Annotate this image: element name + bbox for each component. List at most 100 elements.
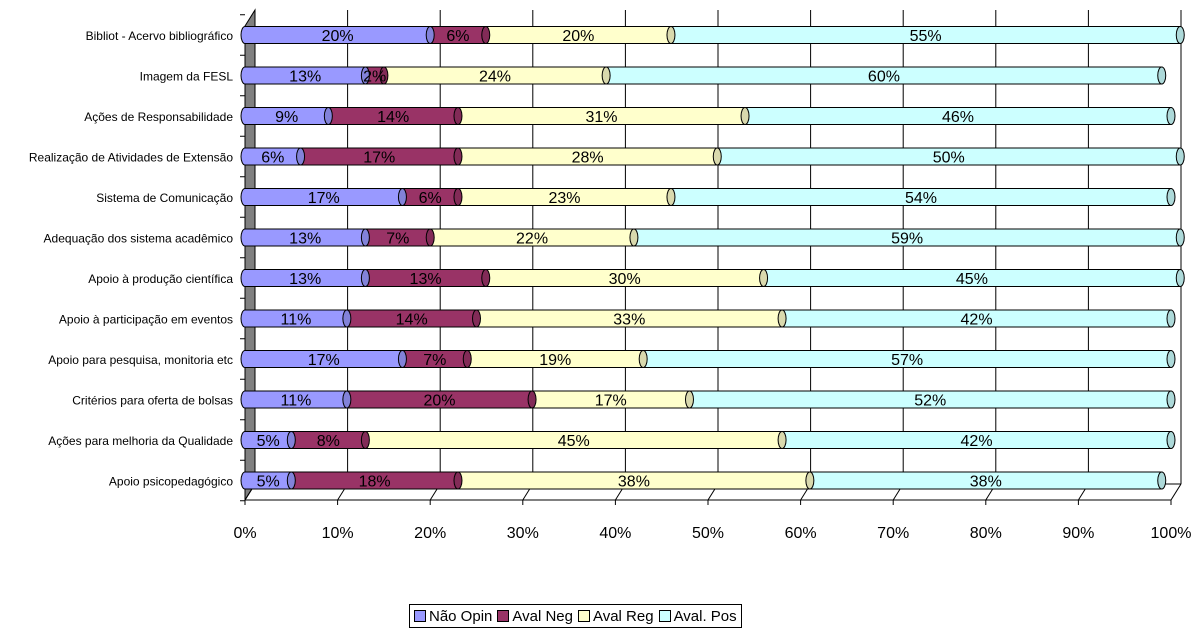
data-label-nao-opin-criterios-para-oferta-de-bolsas: 11% — [281, 393, 312, 410]
bar-nao-opin-apoio-para-pesquisa-monitoria-etc — [240, 350, 403, 368]
category-label-imagem-da-fesl: Imagem da FESL — [140, 70, 234, 84]
legend-label-nao-opin: Não Opin — [429, 607, 493, 625]
bar-cap-aval-neg-criterios-para-oferta-de-bolsas — [527, 390, 537, 409]
bar-cap-aval-pos-adequacao-dos-sistema-academico — [1175, 228, 1185, 247]
data-label-nao-opin-apoio-para-pesquisa-monitoria-etc: 17% — [308, 352, 340, 369]
x-tick-label: 60% — [785, 525, 817, 542]
legend-swatch-nao-opin — [414, 610, 426, 622]
legend-label-aval-neg: Aval Neg — [512, 607, 573, 625]
bar-cap-nao-opin-bibliot-acervo-bibliografico — [425, 26, 435, 44]
legend-swatch-aval-neg — [497, 610, 510, 622]
data-label-aval-reg-apoio-a-participacao-em-eventos: 33% — [613, 312, 645, 329]
category-label-apoio-a-participacao-em-eventos: Apoio à participação em eventos — [59, 313, 233, 327]
bar-cap-aval-neg-acoes-para-melhoria-da-qualidade — [360, 431, 370, 449]
bar-row-realizacao-de-atividades-de-extensao — [240, 147, 1185, 166]
bar-row-apoio-psicopedagogico — [240, 471, 1167, 490]
x-tick-label: 50% — [692, 525, 724, 542]
bar-cap-aval-neg-acoes-de-responsabilidade — [453, 107, 463, 125]
bar-cap-nao-opin-apoio-a-producao-cientifica — [360, 269, 370, 287]
data-label-aval-neg-criterios-para-oferta-de-bolsas: 20% — [423, 393, 455, 410]
data-label-nao-opin-sistema-de-comunicacao: 17% — [308, 190, 340, 207]
bar-nao-opin-adequacao-dos-sistema-academico — [240, 228, 366, 247]
data-label-aval-neg-acoes-para-melhoria-da-qualidade: 8% — [317, 433, 340, 450]
x-tick-labels: 0% 10% 20% 30% 40% 50% 60% 70% 80% 90% 100% — [233, 525, 1191, 542]
x-tick-label: 90% — [1062, 525, 1094, 542]
bar-cap-aval-pos-apoio-a-producao-cientifica — [1175, 269, 1185, 287]
bar-cap-nao-opin-acoes-para-melhoria-da-qualidade — [286, 431, 296, 449]
category-label-acoes-de-responsabilidade: Ações de Responsabilidade — [84, 110, 233, 124]
bar-cap-aval-neg-realizacao-de-atividades-de-extensao — [453, 147, 463, 166]
bar-row-apoio-para-pesquisa-monitoria-etc — [240, 350, 1176, 368]
bar-row-imagem-da-fesl — [240, 66, 1167, 85]
bar-cap-nao-opin-acoes-de-responsabilidade — [323, 107, 333, 125]
bar-cap-aval-reg-apoio-a-participacao-em-eventos — [777, 309, 787, 328]
legend: Não Opin Aval Neg Aval Reg Aval. Pos — [409, 604, 742, 628]
bar-cap-nao-opin-adequacao-dos-sistema-academico — [360, 228, 370, 247]
chart: 20% 6% 20% 55% 13% 2% 24% 60% 9% 14% 31% 46% 6% 17% 28… — [29, 8, 1191, 542]
legend-swatch-aval-pos — [658, 610, 671, 622]
data-label-aval-neg-imagem-da-fesl: 2% — [363, 69, 386, 86]
bar-cap-aval-neg-apoio-a-participacao-em-eventos — [472, 309, 481, 328]
data-label-aval-pos-sistema-de-comunicacao: 54% — [905, 190, 937, 207]
bar-cap-aval-neg-imagem-da-fesl — [379, 66, 389, 85]
data-label-aval-reg-criterios-para-oferta-de-bolsas: 17% — [595, 393, 627, 410]
data-label-nao-opin-imagem-da-fesl: 13% — [289, 69, 321, 86]
data-label-aval-pos-adequacao-dos-sistema-academico: 59% — [891, 231, 923, 248]
category-label-bibliot-acervo-bibliografico: Bibliot - Acervo bibliográfico — [86, 29, 234, 43]
category-label-realizacao-de-atividades-de-extensao: Realização de Atividades de Extensão — [29, 151, 233, 165]
data-label-nao-opin-apoio-psicopedagogico: 5% — [257, 474, 280, 491]
bar-cap-aval-reg-bibliot-acervo-bibliografico — [666, 26, 676, 44]
data-label-aval-pos-acoes-para-melhoria-da-qualidade: 42% — [961, 433, 993, 450]
data-label-aval-neg-acoes-de-responsabilidade: 14% — [377, 109, 409, 126]
bar-cap-aval-neg-apoio-psicopedagogico — [453, 471, 463, 490]
floor-gridline — [1170, 483, 1182, 501]
x-tick-label: 100% — [1151, 525, 1192, 542]
data-label-nao-opin-realizacao-de-atividades-de-extensao: 6% — [261, 150, 284, 167]
x-tick-label: 30% — [507, 525, 539, 542]
data-label-aval-neg-bibliot-acervo-bibliografico: 6% — [446, 28, 469, 45]
category-labels: Bibliot - Acervo bibliográfico Imagem da … — [29, 29, 233, 489]
data-label-aval-pos-apoio-psicopedagogico: 38% — [970, 474, 1002, 491]
bar-cap-aval-pos-acoes-para-melhoria-da-qualidade — [1166, 431, 1176, 449]
bar-nao-opin-bibliot-acervo-bibliografico — [240, 26, 431, 44]
legend-item-aval-pos: Aval. Pos — [658, 607, 737, 625]
bar-cap-nao-opin-imagem-da-fesl — [360, 66, 370, 85]
legend-item-nao-opin: Não Opin — [414, 608, 492, 625]
data-label-aval-pos-bibliot-acervo-bibliografico: 55% — [910, 28, 942, 45]
bar-cap-aval-reg-realizacao-de-atividades-de-extensao — [712, 147, 722, 166]
bar-row-apoio-a-producao-cientifica — [240, 269, 1185, 287]
data-label-aval-reg-acoes-de-responsabilidade: 31% — [585, 109, 617, 126]
data-label-aval-pos-acoes-de-responsabilidade: 46% — [942, 109, 974, 126]
bar-nao-opin-acoes-de-responsabilidade — [240, 107, 329, 125]
bar-cap-aval-pos-sistema-de-comunicacao — [1166, 188, 1176, 206]
data-label-aval-neg-realizacao-de-atividades-de-extensao: 17% — [363, 150, 395, 167]
bar-cap-aval-reg-imagem-da-fesl — [601, 66, 611, 85]
x-tick-label: 80% — [970, 525, 1002, 542]
bar-cap-aval-reg-apoio-para-pesquisa-monitoria-etc — [638, 350, 648, 368]
category-label-sistema-de-comunicacao: Sistema de Comunicação — [96, 191, 233, 205]
data-label-aval-neg-apoio-psicopedagogico: 18% — [359, 474, 391, 491]
bar-cap-aval-reg-adequacao-dos-sistema-academico — [629, 228, 639, 247]
data-label-nao-opin-apoio-a-participacao-em-eventos: 11% — [281, 312, 312, 329]
bar-cap-aval-pos-acoes-de-responsabilidade — [1166, 107, 1176, 125]
data-label-aval-neg-apoio-a-participacao-em-eventos: 14% — [396, 312, 428, 329]
bar-cap-aval-pos-bibliot-acervo-bibliografico — [1175, 26, 1185, 44]
data-label-aval-pos-apoio-a-producao-cientifica: 45% — [956, 271, 988, 288]
data-label-aval-reg-apoio-a-producao-cientifica: 30% — [609, 271, 641, 288]
bar-cap-aval-reg-sistema-de-comunicacao — [666, 188, 676, 206]
data-label-aval-neg-sistema-de-comunicacao: 6% — [419, 190, 442, 207]
bar-cap-nao-opin-sistema-de-comunicacao — [397, 188, 407, 206]
data-label-nao-opin-adequacao-dos-sistema-academico: 13% — [289, 231, 321, 248]
bar-row-criterios-para-oferta-de-bolsas — [240, 390, 1176, 409]
legend-label-aval-pos: Aval. Pos — [673, 607, 737, 625]
x-tick-label: 40% — [599, 525, 631, 542]
data-label-nao-opin-bibliot-acervo-bibliografico: 20% — [322, 28, 354, 45]
bar-row-acoes-de-responsabilidade — [240, 107, 1176, 125]
bar-row-apoio-a-participacao-em-eventos — [240, 309, 1176, 328]
data-label-aval-reg-apoio-psicopedagogico: 38% — [618, 474, 650, 491]
x-tick-label: 70% — [877, 525, 909, 542]
data-labels: 20% 6% 20% 55% 13% 2% 24% 60% 9% 14% 31% 46% 6% 17% 28… — [257, 28, 1002, 491]
bar-cap-aval-pos-realizacao-de-atividades-de-extensao — [1175, 147, 1185, 166]
data-label-nao-opin-apoio-a-producao-cientifica: 13% — [289, 271, 321, 288]
category-label-acoes-para-melhoria-da-qualidade: Ações para melhoria da Qualidade — [48, 434, 233, 448]
